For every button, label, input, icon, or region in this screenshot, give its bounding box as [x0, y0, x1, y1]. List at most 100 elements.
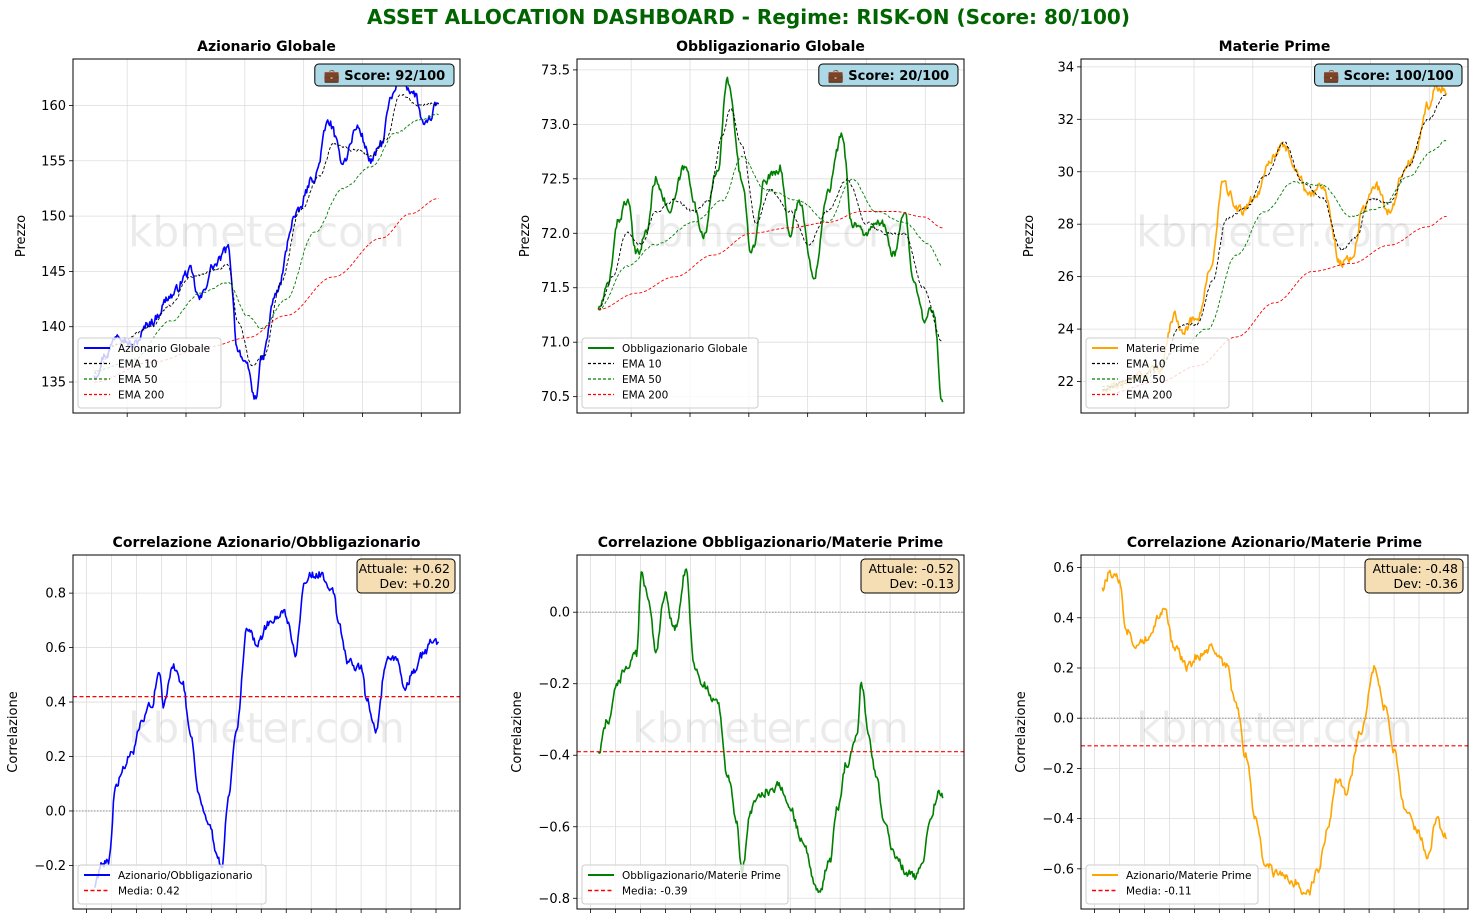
y-axis-label: Prezzo	[14, 215, 29, 257]
legend-label: Obbligazionario/Materie Prime	[622, 870, 781, 882]
legend: Obbligazionario/Materie Prime Media: -0.3…	[581, 864, 789, 905]
stats-line: Attuale: -0.52	[869, 561, 954, 576]
y-tick-label: 0.4	[1053, 611, 1074, 626]
chart-title: Azionario Globale	[197, 39, 336, 55]
y-tick-label: 0.6	[1053, 561, 1074, 576]
y-axis-label: Correlazione	[1014, 691, 1029, 772]
axes-frame	[72, 58, 461, 414]
watermark: kbmeter.com	[1136, 208, 1413, 257]
chart-panel-1: 135 140 145 150 155 160 kbmeter.com Azionario G…	[14, 39, 461, 417]
stats-box	[1364, 558, 1464, 594]
y-tick-label: 71.0	[541, 336, 570, 351]
score-badge	[314, 63, 455, 87]
legend: Azionario/Obbligazionario Media: 0.42	[77, 864, 267, 905]
stats-line: Dev: +0.20	[379, 576, 450, 591]
axes-frame	[576, 58, 965, 414]
plot-area	[597, 76, 944, 403]
legend-box	[581, 337, 759, 409]
y-tick-label: 145	[41, 265, 66, 280]
y-tick-label: −0.6	[538, 820, 570, 835]
y-tick-label: −0.2	[538, 677, 570, 692]
legend-label: EMA 200	[622, 390, 668, 402]
y-axis-label: Correlazione	[6, 691, 21, 772]
series-line-ema50	[598, 155, 943, 311]
y-axis-label: Prezzo	[518, 215, 533, 257]
y-tick-label: 72.0	[541, 227, 570, 242]
axes-frame	[1080, 554, 1469, 910]
y-tick-label: −0.2	[34, 859, 66, 874]
legend-label: EMA 10	[118, 359, 158, 371]
legend-box	[581, 864, 789, 905]
y-tick-label: 0.4	[45, 696, 66, 711]
legend-label: Media: 0.42	[118, 886, 180, 898]
stats-line: Dev: -0.36	[1393, 576, 1458, 591]
y-tick-label: 72.5	[541, 172, 570, 187]
chart-title: Correlazione Obbligazionario/Materie Pri…	[598, 535, 943, 551]
axes-frame	[576, 554, 965, 910]
legend-label: Azionario/Materie Prime	[1126, 870, 1252, 882]
legend: Azionario/Materie Prime Media: -0.11	[1085, 864, 1259, 905]
y-tick-label: 30	[1057, 165, 1074, 180]
y-tick-label: 34	[1057, 60, 1074, 75]
chart-panel-4: −0.2 0.0 0.2 0.4 0.6 0.8 kbmeter.com Correlazio…	[6, 535, 461, 913]
legend-label: EMA 200	[118, 390, 164, 402]
chart-panel-3: 22 24 26 28 30 32 34 kbmeter.com Materie Prime Pr…	[1022, 39, 1469, 417]
y-axis-label: Correlazione	[510, 691, 525, 772]
watermark: kbmeter.com	[128, 208, 405, 257]
y-tick-label: 71.5	[541, 281, 570, 296]
legend: Materie Prime EMA 10 EMA 50 EMA 200	[1085, 337, 1230, 409]
stats-line: Attuale: -0.48	[1373, 561, 1458, 576]
y-tick-label: 0.2	[1053, 661, 1074, 676]
y-tick-label: 0.0	[45, 804, 66, 819]
stats-line: Dev: -0.13	[889, 576, 954, 591]
series-line-ema200	[1102, 215, 1447, 396]
chart-panel-2: 70.5 71.0 71.5 72.0 72.5 73.0 73.5 kbmeter.com O…	[518, 39, 965, 417]
series-line-price	[1101, 569, 1448, 896]
score-badge	[1314, 63, 1463, 87]
legend-label: Media: -0.39	[622, 886, 688, 898]
plot-area	[1081, 569, 1468, 896]
axes-frame	[1080, 58, 1469, 414]
legend-label: EMA 50	[118, 374, 158, 386]
legend-box	[77, 337, 222, 409]
y-tick-label: 0.6	[45, 641, 66, 656]
series-line-price	[597, 568, 944, 894]
y-tick-label: 22	[1057, 375, 1074, 390]
series-line-ema200	[598, 211, 943, 310]
legend-label: Azionario/Obbligazionario	[118, 870, 252, 882]
y-tick-label: 26	[1057, 270, 1074, 285]
legend-box	[1085, 337, 1230, 409]
chart-title: Correlazione Azionario/Obbligazionario	[113, 535, 421, 551]
y-tick-label: 0.0	[1053, 712, 1074, 727]
chart-title: Materie Prime	[1219, 39, 1331, 55]
y-tick-label: 73.0	[541, 118, 570, 133]
legend-label: EMA 10	[622, 359, 662, 371]
y-tick-label: 0.2	[45, 750, 66, 765]
y-tick-label: 150	[41, 210, 66, 225]
y-tick-label: −0.6	[1042, 862, 1074, 877]
series-line-price	[93, 74, 439, 400]
legend-label: EMA 50	[1126, 374, 1166, 386]
legend-label: EMA 50	[622, 374, 662, 386]
legend: Azionario Globale EMA 10 EMA 50 EMA 200	[77, 337, 222, 409]
series-line-ema50	[94, 113, 439, 372]
y-tick-label: 32	[1057, 113, 1074, 128]
y-tick-label: −0.4	[538, 749, 570, 764]
dashboard-title: ASSET ALLOCATION DASHBOARD - Regime: RIS…	[366, 5, 1130, 29]
y-tick-label: 73.5	[541, 63, 570, 78]
axes-frame	[72, 554, 461, 910]
legend-label: Materie Prime	[1126, 343, 1199, 355]
legend-box	[1085, 864, 1259, 905]
legend-label: EMA 200	[1126, 390, 1172, 402]
y-tick-label: 0.0	[549, 606, 570, 621]
series-line-ema10	[94, 93, 440, 375]
y-tick-label: −0.4	[1042, 812, 1074, 827]
y-axis-label: Prezzo	[1022, 215, 1037, 257]
score-badge	[818, 63, 959, 87]
score-badge-text: 💼 Score: 100/100	[1323, 69, 1454, 84]
y-tick-label: 24	[1057, 323, 1074, 338]
legend-label: Media: -0.11	[1126, 886, 1192, 898]
watermark: kbmeter.com	[632, 208, 909, 257]
legend-label: Azionario Globale	[118, 343, 210, 355]
